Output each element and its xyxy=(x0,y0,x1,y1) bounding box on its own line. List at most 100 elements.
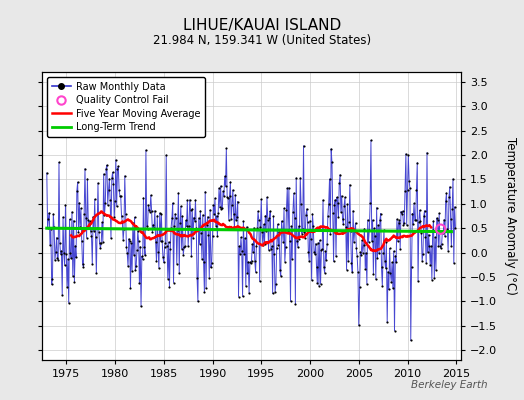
Point xyxy=(117,213,126,220)
Point xyxy=(64,300,73,306)
Point xyxy=(52,234,61,241)
Point xyxy=(136,243,145,250)
Point xyxy=(333,200,342,206)
Point xyxy=(160,244,169,250)
Point xyxy=(333,194,341,200)
Point xyxy=(129,252,138,258)
Point xyxy=(386,245,394,252)
Point xyxy=(250,258,259,264)
Point xyxy=(429,218,438,224)
Point xyxy=(444,247,452,254)
Point xyxy=(187,253,195,260)
Point xyxy=(380,258,389,264)
Point xyxy=(258,229,266,236)
Text: Berkeley Earth: Berkeley Earth xyxy=(411,380,487,390)
Point xyxy=(194,215,203,221)
Point xyxy=(106,197,114,204)
Point xyxy=(261,212,269,219)
Point xyxy=(159,254,167,261)
Point xyxy=(107,235,115,241)
Point xyxy=(243,224,251,230)
Point xyxy=(303,218,312,225)
Point xyxy=(439,230,447,236)
Point xyxy=(448,206,456,212)
Point xyxy=(179,252,188,258)
Point xyxy=(265,215,274,222)
Point xyxy=(262,228,270,235)
Point xyxy=(226,179,235,185)
Point xyxy=(156,210,164,216)
Point xyxy=(119,237,127,243)
Point xyxy=(170,222,179,229)
Point xyxy=(344,258,352,264)
Point xyxy=(147,192,155,198)
Point xyxy=(365,226,374,233)
Point xyxy=(255,217,263,223)
Point xyxy=(69,217,78,224)
Point xyxy=(260,240,269,247)
Point xyxy=(150,225,158,232)
Point xyxy=(141,252,149,259)
Point xyxy=(156,238,165,244)
Point xyxy=(163,275,172,282)
Point xyxy=(390,328,399,334)
Point xyxy=(107,175,116,182)
Point xyxy=(285,184,293,191)
Point xyxy=(361,226,369,232)
Point xyxy=(201,188,210,195)
Point xyxy=(334,214,343,221)
Point xyxy=(83,176,92,182)
Point xyxy=(281,244,290,250)
Point xyxy=(203,214,212,220)
Point xyxy=(102,166,110,172)
Point xyxy=(189,234,197,241)
Point xyxy=(93,225,101,232)
Point xyxy=(433,217,442,223)
Point xyxy=(302,206,311,212)
Point xyxy=(311,251,319,258)
Point xyxy=(193,275,201,281)
Point xyxy=(329,210,337,216)
Point xyxy=(443,226,452,232)
Point xyxy=(270,250,278,257)
Point xyxy=(339,221,347,228)
Point xyxy=(335,180,343,186)
Point xyxy=(158,238,166,244)
Point xyxy=(249,248,257,255)
Point xyxy=(389,248,398,254)
Point xyxy=(377,264,386,270)
Point xyxy=(155,265,163,271)
Point xyxy=(94,180,102,186)
Point xyxy=(361,265,369,272)
Point xyxy=(427,243,435,249)
Point xyxy=(86,228,95,234)
Point xyxy=(85,221,93,228)
Point xyxy=(450,260,458,266)
Point xyxy=(416,207,424,214)
Point xyxy=(173,226,182,233)
Point xyxy=(389,285,397,292)
Point xyxy=(394,238,402,244)
Point xyxy=(418,258,427,264)
Point xyxy=(408,210,417,217)
Point xyxy=(451,224,460,231)
Point xyxy=(84,217,92,224)
Point xyxy=(125,236,133,242)
Point xyxy=(438,241,446,247)
Point xyxy=(259,221,268,228)
Point xyxy=(383,319,391,326)
Point xyxy=(340,202,348,209)
Point xyxy=(124,263,132,269)
Point xyxy=(154,248,162,255)
Point xyxy=(49,211,58,217)
Point xyxy=(406,185,414,192)
Point xyxy=(116,193,125,199)
Point xyxy=(76,224,84,230)
Point xyxy=(352,245,361,252)
Point xyxy=(247,258,256,264)
Point xyxy=(127,240,136,246)
Point xyxy=(199,212,207,218)
Point xyxy=(188,206,196,212)
Point xyxy=(362,250,370,256)
Point xyxy=(72,254,80,260)
